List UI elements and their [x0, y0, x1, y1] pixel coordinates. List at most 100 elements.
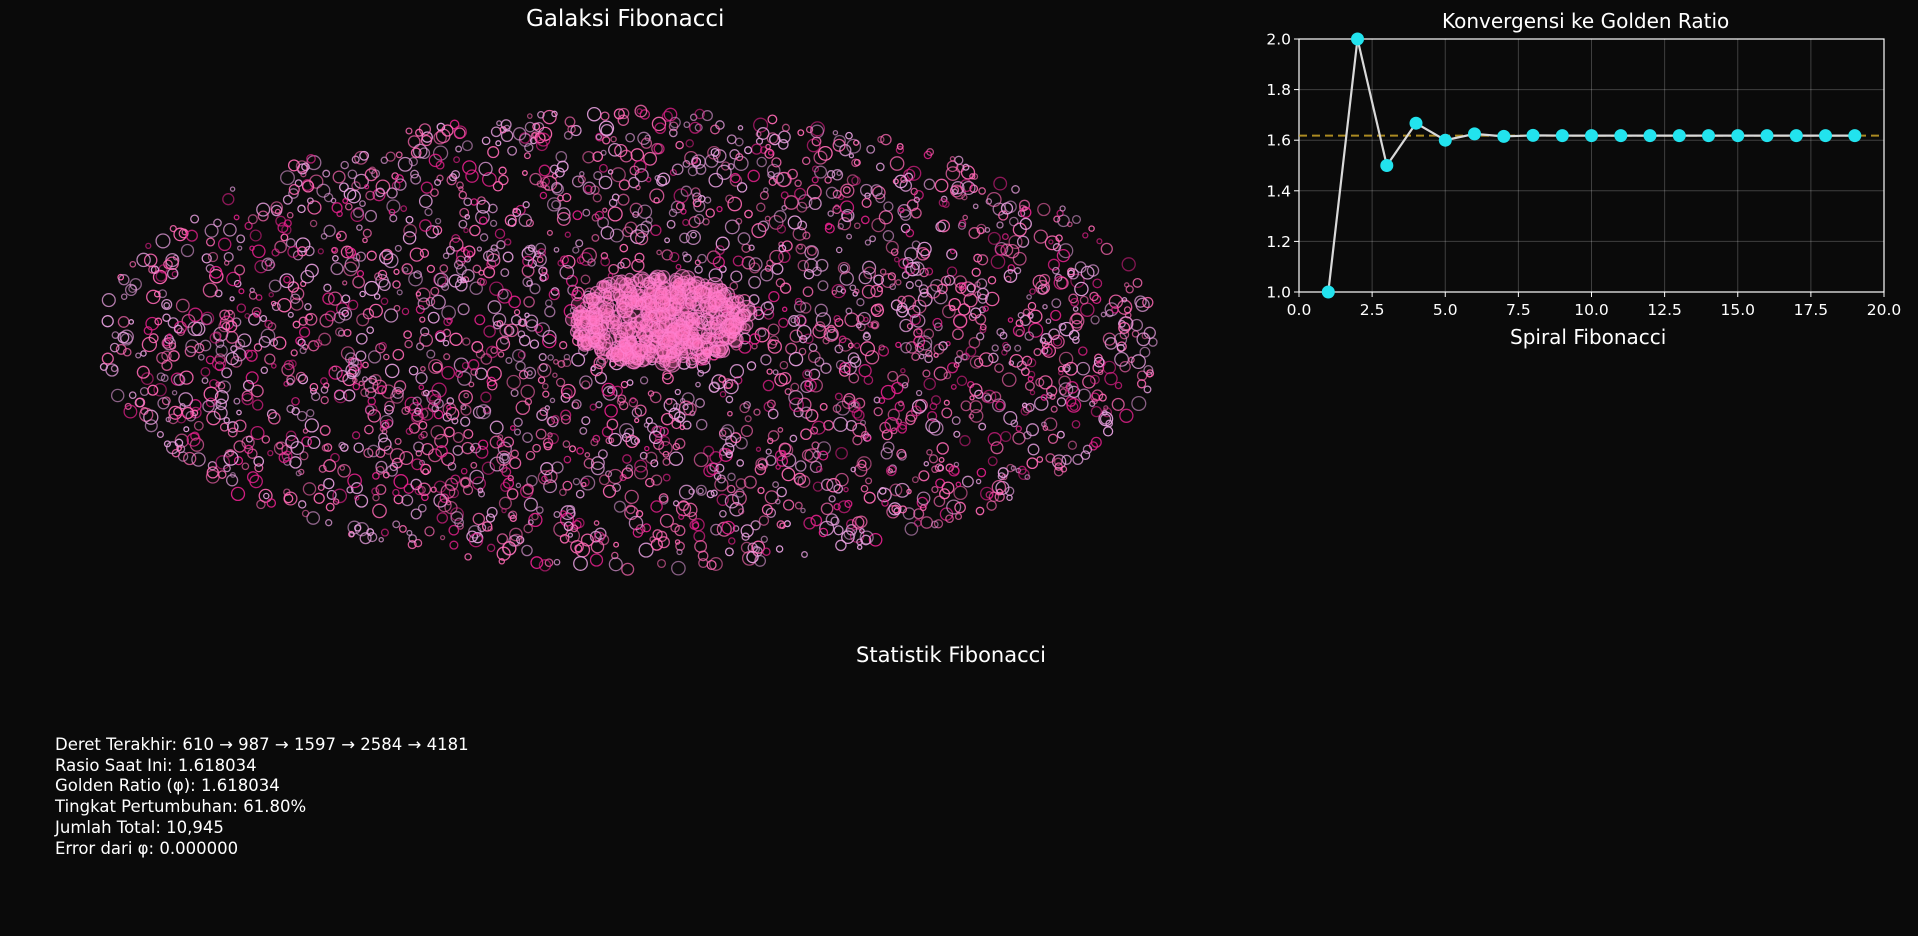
- galaxy-point: [572, 477, 581, 486]
- galaxy-point: [1080, 450, 1091, 461]
- galaxy-point: [874, 303, 884, 313]
- galaxy-point: [787, 215, 802, 230]
- galaxy-point: [417, 482, 432, 497]
- galaxy-point: [563, 521, 574, 532]
- galaxy-point: [486, 248, 500, 262]
- galaxy-point: [877, 135, 885, 144]
- galaxy-point: [804, 245, 819, 260]
- galaxy-point: [457, 303, 470, 316]
- galaxy-point: [433, 131, 447, 145]
- galaxy-point: [226, 271, 241, 287]
- galaxy-point: [760, 301, 775, 316]
- galaxy-point: [835, 446, 848, 460]
- galaxy-point: [668, 128, 678, 138]
- ratio-point: [1643, 129, 1657, 143]
- galaxy-point: [332, 488, 348, 504]
- galaxy-point: [487, 146, 500, 159]
- galaxy-point: [793, 472, 807, 486]
- galaxy-point: [497, 288, 509, 300]
- galaxy-point: [657, 536, 670, 549]
- galaxy-point: [263, 492, 270, 500]
- galaxy-point: [502, 251, 514, 263]
- galaxy-point: [183, 426, 190, 433]
- galaxy-point: [539, 191, 548, 200]
- galaxy-point: [670, 523, 680, 533]
- galaxy-point: [287, 159, 301, 172]
- galaxy-point: [833, 525, 844, 536]
- galaxy-point: [544, 558, 554, 568]
- galaxy-point: [987, 276, 997, 285]
- galaxy-point: [539, 407, 549, 417]
- galaxy-point: [410, 410, 424, 424]
- galaxy-point: [347, 299, 359, 311]
- galaxy-point: [928, 454, 939, 464]
- galaxy-point: [553, 246, 560, 253]
- galaxy-point: [563, 455, 572, 464]
- galaxy-point: [551, 461, 564, 474]
- galaxy-point: [375, 460, 388, 473]
- galaxy-point: [225, 330, 239, 344]
- galaxy-point: [530, 556, 544, 570]
- galaxy-point: [343, 187, 357, 201]
- galaxy-point: [548, 288, 560, 301]
- galaxy-point: [601, 382, 616, 397]
- galaxy-point: [433, 272, 449, 288]
- galaxy-point: [719, 390, 727, 398]
- galaxy-point: [345, 247, 357, 259]
- galaxy-point: [1056, 248, 1071, 263]
- galaxy-point: [636, 108, 643, 115]
- galaxy-point: [236, 234, 246, 244]
- galaxy-point: [186, 432, 201, 447]
- galaxy-point: [1053, 215, 1061, 223]
- galaxy-point: [537, 248, 546, 257]
- galaxy-point: [1003, 343, 1012, 352]
- galaxy-point: [1024, 381, 1035, 391]
- galaxy-point: [678, 513, 685, 520]
- galaxy-point: [625, 132, 635, 143]
- galaxy-point: [674, 388, 681, 396]
- galaxy-point: [532, 131, 539, 138]
- galaxy-point: [955, 481, 962, 488]
- galaxy-point: [573, 556, 588, 571]
- galaxy-point: [598, 163, 608, 173]
- galaxy-point: [211, 355, 227, 371]
- galaxy-point: [465, 169, 479, 183]
- galaxy-point: [1050, 309, 1062, 321]
- galaxy-point: [832, 129, 839, 136]
- galaxy-point: [1035, 377, 1045, 387]
- galaxy-point: [1004, 200, 1017, 213]
- galaxy-point: [843, 486, 849, 493]
- galaxy-point: [258, 488, 273, 503]
- galaxy-point: [643, 151, 658, 166]
- galaxy-point: [565, 508, 576, 519]
- galaxy-point: [909, 313, 921, 326]
- galaxy-point: [257, 210, 269, 222]
- galaxy-point: [749, 262, 761, 274]
- galaxy-point: [672, 442, 681, 451]
- galaxy-point: [934, 463, 944, 473]
- ratio-point: [1702, 129, 1715, 143]
- galaxy-point: [415, 450, 423, 457]
- galaxy-point: [606, 418, 619, 431]
- galaxy-point: [513, 428, 522, 436]
- galaxy-point: [405, 127, 413, 135]
- galaxy-point: [318, 332, 332, 346]
- galaxy-point: [450, 170, 461, 180]
- galaxy-point: [358, 380, 364, 387]
- galaxy-point: [769, 133, 781, 146]
- galaxy-point: [1049, 393, 1056, 400]
- galaxy-point: [472, 264, 482, 274]
- galaxy-point: [613, 500, 626, 513]
- galaxy-point: [509, 527, 523, 542]
- galaxy-point: [613, 108, 625, 120]
- galaxy-point: [775, 278, 786, 288]
- galaxy-point: [543, 441, 553, 451]
- convergence-x-axis-label: Spiral Fibonacci: [1510, 325, 1667, 349]
- galaxy-point: [756, 156, 767, 168]
- galaxy-point: [462, 160, 477, 175]
- galaxy-point: [933, 366, 948, 381]
- galaxy-point: [290, 349, 298, 357]
- galaxy-point: [688, 488, 695, 495]
- galaxy-point: [353, 495, 360, 501]
- galaxy-point: [768, 177, 777, 186]
